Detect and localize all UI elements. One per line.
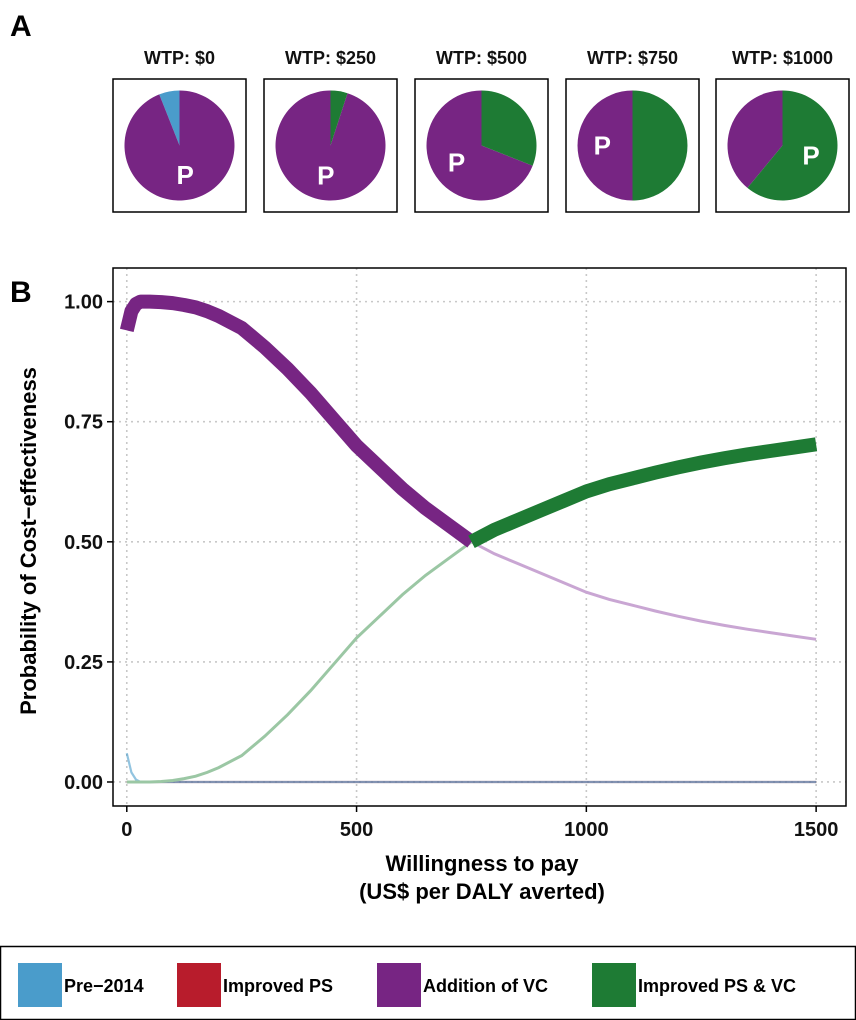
pie-5: WTP: $1000 P <box>715 48 850 213</box>
panel-a-label: A <box>10 10 32 43</box>
pie-title: WTP: $1000 <box>732 48 833 68</box>
legend-label: Improved PS & VC <box>638 976 796 996</box>
pie-slice-improved-ps-vc <box>330 90 348 146</box>
axes: 0 500 1000 1500 0.00 0.25 0.50 0.75 1.00 <box>64 292 838 841</box>
pie-1: WTP: $0 P <box>112 48 247 213</box>
pie-slice-pre2014 <box>159 90 180 146</box>
pie-slice-improved-ps-vc <box>632 90 688 201</box>
pie-letter: P <box>594 131 611 161</box>
pie-slice-addition-vc <box>577 90 633 201</box>
legend-label: Pre−2014 <box>64 976 144 996</box>
y-tick-label: 0.25 <box>64 652 103 674</box>
curve-improved-ps-vc-frontier <box>468 437 818 549</box>
panel-b-label: B <box>10 276 32 309</box>
y-tick-label: 0.75 <box>64 412 103 434</box>
y-tick-label: 1.00 <box>64 292 103 314</box>
x-tick-label: 500 <box>340 819 373 841</box>
curve-addition-vc-thin <box>470 540 817 641</box>
pie-slice-improved-ps-vc <box>481 90 537 166</box>
curve-addition-vc-frontier <box>119 294 476 548</box>
pie-slice-addition-vc <box>426 90 533 201</box>
legend-swatch <box>177 963 221 1007</box>
pie-slice-addition-vc <box>727 90 783 188</box>
pie-title: WTP: $0 <box>144 48 215 68</box>
pie-title: WTP: $250 <box>285 48 376 68</box>
curve-improved-ps-vc-thin <box>126 540 473 784</box>
pie-letter: P <box>448 148 465 178</box>
pie-letter: P <box>802 141 819 171</box>
pie-letter: P <box>177 160 194 190</box>
x-tick-label: 1500 <box>794 819 839 841</box>
curve-pre-2014 <box>125 752 817 784</box>
legend-label: Improved PS <box>223 976 333 996</box>
legend-swatch <box>377 963 421 1007</box>
pie-2: WTP: $250 P <box>263 48 398 213</box>
legend-item-pre2014: Pre−2014 <box>18 963 144 1007</box>
legend-item-improved-ps-vc: Improved PS & VC <box>592 963 796 1007</box>
curves <box>119 294 818 784</box>
y-tick-label: 0.00 <box>64 772 103 794</box>
legend-label: Addition of VC <box>423 976 548 996</box>
pie-title: WTP: $750 <box>587 48 678 68</box>
pie-3: WTP: $500 P <box>414 48 549 213</box>
pie-4: WTP: $750 P <box>565 48 700 213</box>
pie-slice-improved-ps-vc <box>747 90 838 201</box>
pie-title: WTP: $500 <box>436 48 527 68</box>
line-chart: 0 500 1000 1500 0.00 0.25 0.50 0.75 1.00 B Willi… <box>10 267 847 904</box>
legend-swatch <box>592 963 636 1007</box>
x-axis-title-line2: (US$ per DALY averted) <box>359 879 605 904</box>
x-tick-label: 1000 <box>564 819 609 841</box>
x-axis-title-line1: Willingness to pay <box>386 851 580 876</box>
y-axis-title: Probability of Cost−effectiveness <box>16 367 41 715</box>
x-tick-label: 0 <box>121 819 132 841</box>
pie-slice-addition-vc <box>275 90 386 201</box>
plot-frame <box>112 267 847 807</box>
legend-swatch <box>18 963 62 1007</box>
legend-item-improved-ps: Improved PS <box>177 963 333 1007</box>
pie-slice-addition-vc <box>124 90 235 201</box>
pie-letter: P <box>317 160 334 190</box>
legend-item-addition-vc: Addition of VC <box>377 963 548 1007</box>
legend: Pre−2014 Improved PS Addition of VC Improve… <box>0 945 856 1020</box>
y-tick-label: 0.50 <box>64 532 103 554</box>
